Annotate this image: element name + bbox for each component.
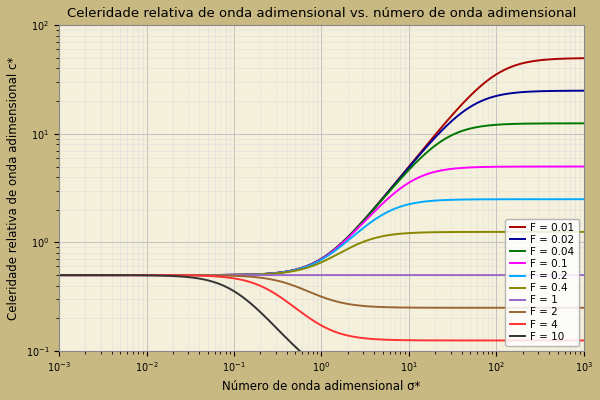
F = 0.02 [580,88,587,93]
F = 0.04 [146,273,154,278]
F = 0.1 [570,164,577,169]
F = 0.01 [570,56,577,61]
F = 1 [115,273,122,278]
F = 4 [570,338,577,343]
F = 2 [55,273,62,278]
F = 0.4 [580,230,587,234]
F = 2 [257,275,264,280]
F = 0.02 [55,273,62,278]
F = 4 [580,338,587,343]
F = 0.4 [146,273,154,278]
F = 1 [146,273,154,278]
F = 1 [570,273,577,278]
F = 4 [514,338,521,343]
F = 0.04 [514,122,521,126]
F = 0.4 [514,230,521,234]
F = 0.1 [146,273,154,278]
F = 0.02 [514,90,521,95]
F = 0.4 [280,270,287,275]
F = 2 [580,305,587,310]
F = 0.1 [514,164,521,169]
F = 0.2 [580,197,587,202]
F = 4 [55,273,62,278]
F = 10 [257,310,264,314]
F = 0.1 [257,272,264,276]
F = 2 [115,273,122,278]
F = 1 [55,273,62,278]
F = 1 [280,273,287,278]
F = 0.2 [257,272,264,277]
F = 0.02 [280,270,287,274]
F = 0.01 [115,273,122,278]
F = 0.2 [514,197,521,202]
F = 0.04 [570,121,577,126]
F = 0.04 [55,273,62,278]
F = 0.04 [257,272,264,276]
F = 10 [146,273,154,278]
F = 1 [257,273,264,278]
F = 2 [570,305,577,310]
Legend: F = 0.01, F = 0.02, F = 0.04, F = 0.1, F = 0.2, F = 0.4, F = 1, F = 2, F = 4, F : F = 0.01, F = 0.02, F = 0.04, F = 0.1, F… [505,219,579,346]
F = 0.2 [280,270,287,275]
F = 10 [580,381,587,386]
F = 0.01 [580,56,587,60]
F = 4 [115,273,122,278]
F = 0.04 [280,270,287,274]
F = 10 [55,273,62,278]
F = 0.02 [115,273,122,278]
Title: Celeridade relativa de onda adimensional vs. número de onda adimensional: Celeridade relativa de onda adimensional… [67,7,576,20]
F = 0.4 [55,273,62,278]
Line: F = 0.04: F = 0.04 [59,123,584,275]
Line: F = 0.2: F = 0.2 [59,199,584,275]
F = 1 [514,273,521,278]
Line: F = 0.02: F = 0.02 [59,91,584,275]
F = 0.1 [280,270,287,274]
F = 2 [146,273,154,278]
F = 0.4 [257,272,264,277]
F = 0.01 [514,62,521,67]
F = 0.1 [580,164,587,169]
F = 0.01 [257,272,264,276]
X-axis label: Número de onda adimensional σ*: Número de onda adimensional σ* [223,380,421,393]
F = 0.02 [146,273,154,278]
F = 0.01 [55,273,62,278]
F = 2 [280,280,287,284]
F = 0.2 [55,273,62,278]
F = 0.2 [115,273,122,278]
Line: F = 10: F = 10 [59,275,584,384]
F = 0.04 [115,273,122,278]
Line: F = 4: F = 4 [59,275,584,340]
F = 10 [115,273,122,278]
F = 0.1 [115,273,122,278]
F = 0.4 [570,230,577,234]
Line: F = 0.01: F = 0.01 [59,58,584,275]
F = 0.02 [257,272,264,276]
F = 10 [570,381,577,386]
F = 0.01 [280,270,287,274]
Line: F = 2: F = 2 [59,275,584,308]
F = 4 [146,273,154,278]
F = 0.2 [146,273,154,278]
F = 10 [514,381,521,386]
F = 1 [580,273,587,278]
F = 0.2 [570,197,577,202]
F = 4 [280,296,287,301]
F = 2 [514,305,521,310]
F = 0.02 [570,88,577,93]
F = 10 [280,332,287,337]
F = 0.04 [580,121,587,126]
Y-axis label: Celeridade relativa de onda adimensional c*: Celeridade relativa de onda adimensional… [7,56,20,320]
Line: F = 0.4: F = 0.4 [59,232,584,275]
F = 0.1 [55,273,62,278]
F = 0.01 [146,273,154,278]
F = 0.4 [115,273,122,278]
F = 4 [257,284,264,288]
Line: F = 0.1: F = 0.1 [59,166,584,275]
